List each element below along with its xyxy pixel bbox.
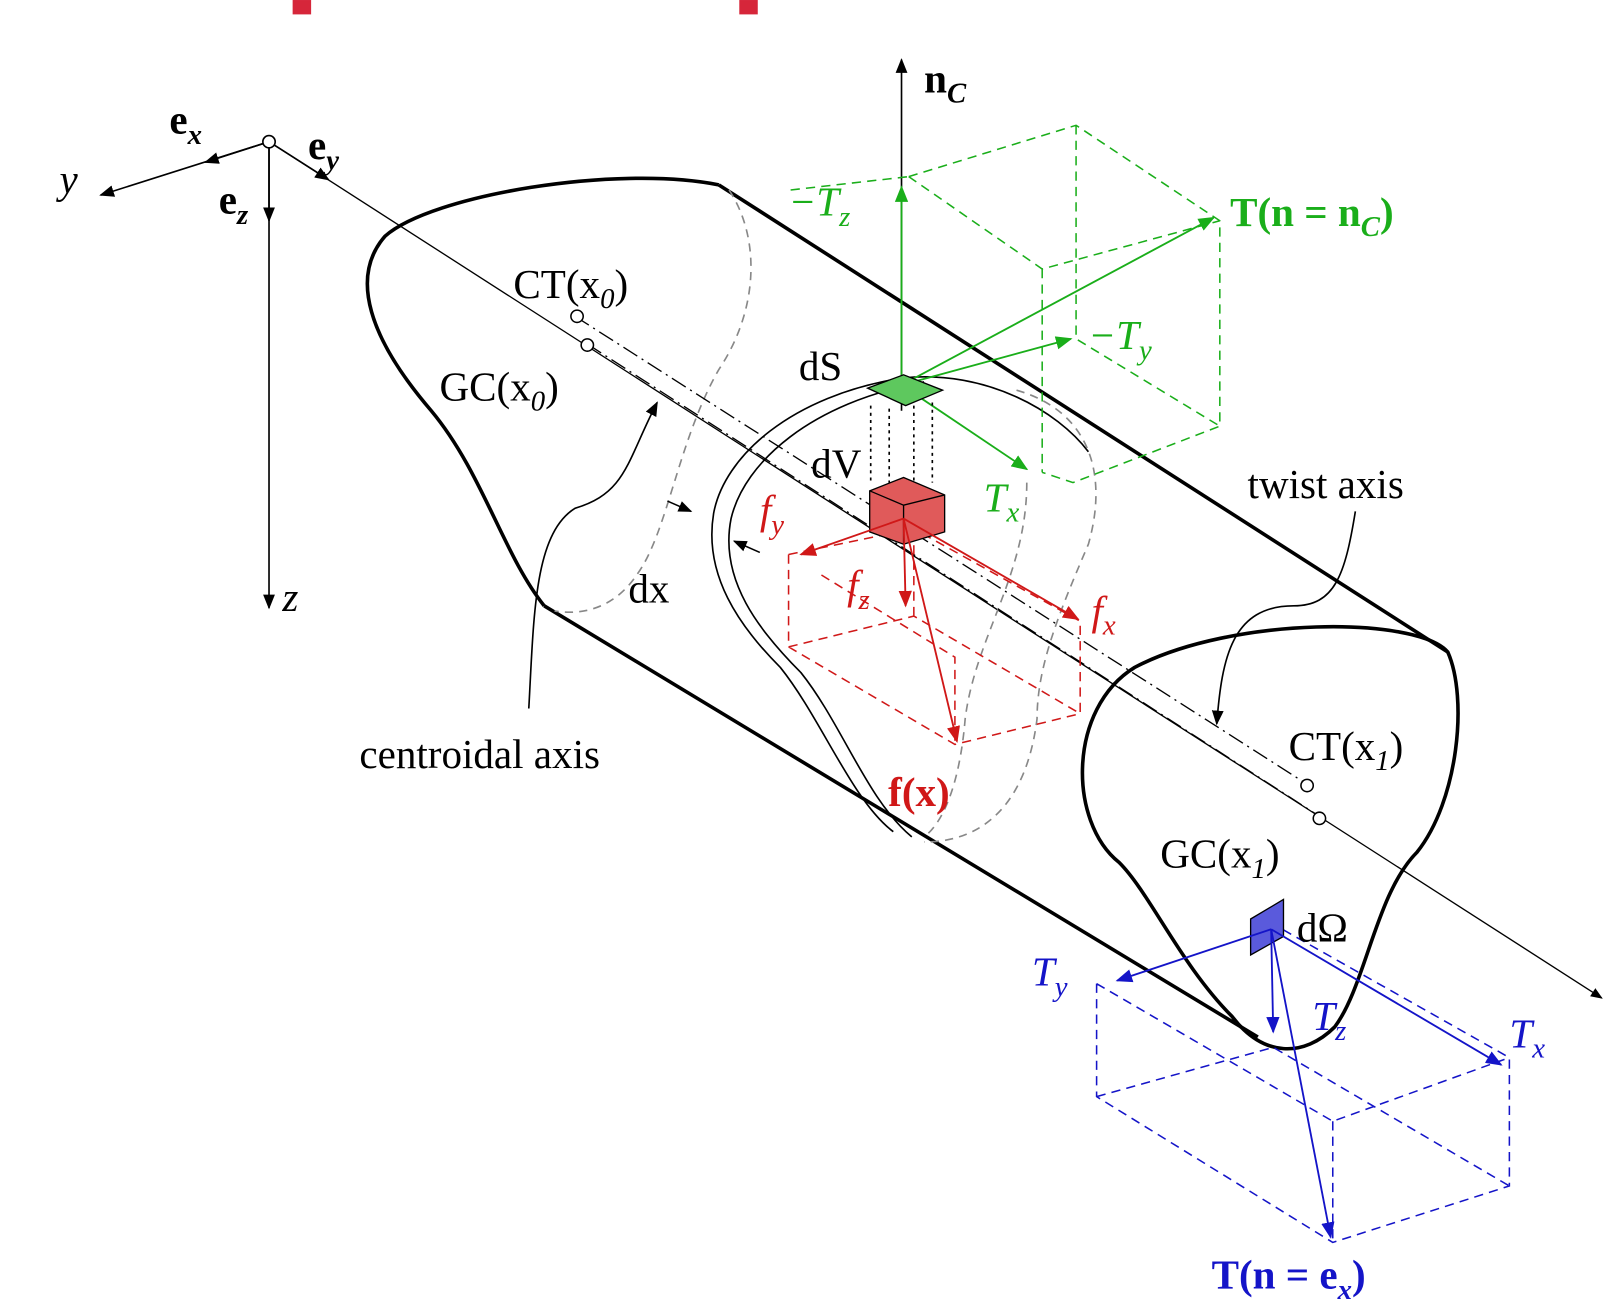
label: −Tz xyxy=(789,179,851,233)
label-pre: dΩ xyxy=(1297,905,1348,951)
label-sub: z xyxy=(1334,1015,1346,1047)
label: GC(x1) xyxy=(1160,831,1279,885)
page: {"labels": [ {"pre": "n", "sub": "C"}, {… xyxy=(0,0,1610,1302)
label-post: ) xyxy=(545,363,559,409)
label-sub: x xyxy=(1337,1274,1352,1302)
label-sub: x xyxy=(1006,497,1020,529)
label: Ty xyxy=(1032,949,1068,1003)
label: ex xyxy=(169,97,202,151)
label-pre: n xyxy=(924,55,947,101)
label-pre: e xyxy=(308,122,326,168)
label: dΩ xyxy=(1297,905,1348,951)
label: nC xyxy=(924,55,967,109)
label: fx xyxy=(1091,587,1115,641)
label-pre: y xyxy=(56,156,79,202)
label-post: ) xyxy=(1352,1252,1366,1298)
label-pre: dx xyxy=(628,566,670,612)
label-sub: 1 xyxy=(1252,853,1266,885)
label-pre: centroidal axis xyxy=(359,731,600,777)
label-sub: 0 xyxy=(600,283,615,315)
label-sub: C xyxy=(947,78,967,110)
label-pre: dV xyxy=(811,440,862,486)
label-pre: CT(x xyxy=(1289,723,1376,769)
label: dS xyxy=(799,343,842,389)
label-sub: C xyxy=(1361,211,1381,243)
label: T(n = ex) xyxy=(1212,1252,1366,1302)
label-sub: y xyxy=(1052,971,1068,1003)
label: Tx xyxy=(984,474,1020,528)
label-sub: y xyxy=(1136,334,1152,366)
label-sub: y xyxy=(323,144,339,176)
label: y xyxy=(56,156,79,202)
label-sub: x xyxy=(1531,1033,1545,1065)
label-pre: CT(x xyxy=(513,261,600,307)
label: f(x) xyxy=(888,769,950,815)
label-post: ) xyxy=(1266,831,1280,877)
diagram: nCexeyezyz−TzT(n = nC)−TyTxCT(x0)GC(x0)d… xyxy=(0,0,1610,1302)
label-sub: 0 xyxy=(531,386,546,418)
label-pre: e xyxy=(219,177,237,223)
label: T(n = nC) xyxy=(1230,189,1394,243)
figure-art xyxy=(101,0,1602,1242)
label: Tx xyxy=(1509,1010,1545,1064)
label: dx xyxy=(628,566,670,612)
label-sub: z xyxy=(236,199,249,231)
label-pre: T(n = n xyxy=(1230,189,1361,235)
label-sub: y xyxy=(768,509,784,541)
label: z xyxy=(281,574,298,620)
label-post: ) xyxy=(614,261,628,307)
label: twist axis xyxy=(1248,461,1404,507)
label: GC(x0) xyxy=(439,363,558,417)
label-pre: −T xyxy=(789,179,843,225)
label: fy xyxy=(760,487,784,541)
label-pre: z xyxy=(281,574,298,620)
label: fz xyxy=(847,562,870,616)
label-pre: e xyxy=(169,97,187,143)
label-pre: GC(x xyxy=(439,363,531,409)
label-post: ) xyxy=(1380,189,1394,235)
label-sub: x xyxy=(187,119,202,151)
label: CT(x1) xyxy=(1289,723,1404,777)
label-pre: twist axis xyxy=(1248,461,1404,507)
label-pre: T(n = e xyxy=(1212,1252,1338,1298)
label: dV xyxy=(811,440,862,486)
label: ey xyxy=(308,122,339,176)
label: −Ty xyxy=(1088,312,1152,366)
label: CT(x0) xyxy=(513,261,628,315)
label-sub: z xyxy=(838,201,850,233)
label-sub: z xyxy=(858,584,870,616)
label-post: ) xyxy=(1390,723,1404,769)
label: centroidal axis xyxy=(359,731,600,777)
label-pre: dS xyxy=(799,343,842,389)
label-pre: −T xyxy=(1088,312,1142,358)
label: ez xyxy=(219,177,249,231)
label-sub: x xyxy=(1102,610,1116,642)
label-pre: GC(x xyxy=(1160,831,1252,877)
label-pre: f(x) xyxy=(888,769,950,815)
label-sub: 1 xyxy=(1375,745,1389,777)
